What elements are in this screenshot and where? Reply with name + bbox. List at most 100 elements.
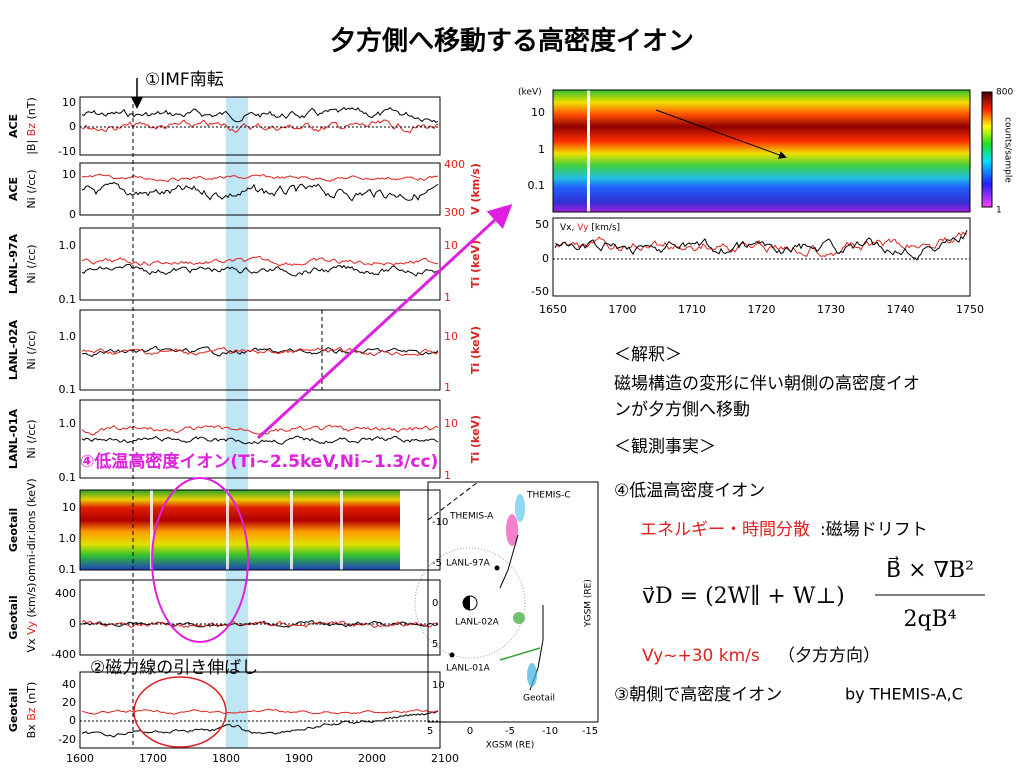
y-label-part: (nT) (25, 97, 38, 119)
y-tick-label: 1 (538, 143, 545, 156)
x-tick-label: 1700 (609, 303, 637, 316)
arrow (499, 647, 541, 661)
colorbar-label: 1 (996, 206, 1002, 216)
line: by THEMIS-A,C (845, 685, 963, 704)
right-plots: (keV) 10 1 0.1 800 1 counts/sample 50 0 -50 Vx, Vy… (518, 88, 1013, 317)
trace (81, 181, 439, 202)
spectrogram-gap (290, 490, 293, 570)
y-label-part: Bx (25, 724, 38, 739)
y-label: |B| Bz (nT) (25, 97, 38, 155)
y-label: Bx Bz (nT) (25, 682, 38, 739)
y-label-part: Bz (25, 123, 38, 137)
panel-frame (79, 309, 441, 391)
panel-label: Vx, Vy [km/s] (560, 223, 620, 233)
y-tick-label: -5 (432, 558, 442, 569)
frame (427, 481, 599, 723)
spectrogram-gap (340, 490, 343, 570)
instrument-label: LANL-02A (7, 319, 20, 380)
y-tick-label: 10 (62, 501, 76, 514)
annotation: ①IMF南転 (145, 70, 224, 90)
y-tick-label: -50 (531, 285, 549, 298)
y-tick-label: 0 (69, 208, 76, 221)
label-part: [km/s] (591, 223, 620, 233)
y2-tick-label: 10 (444, 417, 458, 430)
x-tick-label: 2100 (431, 752, 459, 765)
y-tick-label: 0 (432, 598, 438, 609)
label-part: Vx, (560, 223, 574, 233)
trace (81, 711, 439, 738)
y-label-part: (nT) (25, 682, 38, 704)
trace (81, 708, 439, 715)
y2-tick-label: 10 (444, 330, 458, 343)
instrument-label: Geotail (7, 688, 20, 732)
y-label-part: Vx (25, 638, 38, 653)
instrument-label: LANL-97A (7, 233, 20, 294)
y2-tick-label: 1 (444, 469, 451, 482)
y-tick-label: -10 (58, 145, 76, 158)
instrument-label: ACE (7, 114, 20, 138)
formula: v⃗D = (2W∥ + W⊥) (642, 584, 845, 609)
orbit-plot: THEMIS-C THEMIS-A LANL-97A LANL-02A LANL-01A… (414, 481, 599, 751)
y-label: Ni (/cc) (25, 169, 38, 208)
spectrogram (80, 490, 400, 570)
y-label-part: Bz (25, 707, 38, 721)
line: ンが夕方側へ移動 (614, 400, 750, 420)
title: 夕方側へ移動する高密度イオン (330, 26, 694, 57)
ellipse (151, 477, 249, 643)
themis-a-track (506, 514, 518, 546)
trace (82, 255, 438, 267)
panel-frame (79, 489, 441, 571)
panel-frame (79, 96, 441, 156)
y-tick-label: 0 (69, 120, 76, 133)
y2-label: Ti (keV) (469, 240, 482, 288)
line: エネルギー・時間分散 (640, 520, 810, 540)
y-tick-label: 0.1 (59, 563, 77, 576)
x-tick-label: 1710 (678, 303, 706, 316)
x-tick-label: 1740 (887, 303, 915, 316)
y-tick-label: 10 (62, 168, 76, 181)
orbit-label: LANL-97A (446, 559, 491, 569)
y2-label: V (km/s) (469, 163, 482, 215)
ellipse (133, 676, 227, 748)
y-tick-label: -20 (58, 733, 76, 746)
heading: ＜解釈＞ (614, 345, 682, 365)
x-tick-label: -10 (542, 726, 558, 737)
y-tick-label: 400 (55, 587, 76, 600)
y-label-part: Ni (25, 272, 38, 283)
x-tick-label: 1720 (748, 303, 776, 316)
y2-tick-label: 300 (444, 206, 465, 219)
spectrogram-gap (226, 490, 229, 570)
trace (81, 264, 439, 277)
instrument-label: LANL-01A (7, 408, 20, 469)
instrument-label: ACE (7, 177, 20, 201)
annotation: ②磁力線の引き伸ばし (90, 658, 258, 678)
y2-tick-label: 1 (444, 381, 451, 394)
y-label-part: Ni (25, 358, 38, 369)
x-tick-label: 2000 (358, 752, 386, 765)
y-label-part: (/cc) (25, 419, 38, 443)
y-tick-label: -400 (51, 648, 76, 661)
annotation: ④低温高密度イオン(Ti~2.5keV,Ni~1.3/cc) (80, 451, 438, 472)
orbit-label: LANL-02A (455, 618, 500, 628)
y-tick-label: 10 (62, 96, 76, 109)
earth-night (463, 596, 470, 610)
y-label: Ni (/cc) (25, 419, 38, 458)
data-gap (587, 90, 590, 212)
x-tick-label: -5 (505, 726, 515, 737)
arrow (256, 203, 513, 440)
trace (81, 119, 439, 134)
y-label-part: Vy (25, 621, 38, 635)
x-tick-label: 5 (427, 726, 433, 737)
y-tick-label: 40 (62, 678, 76, 691)
y-tick-label: 1.0 (59, 417, 77, 430)
y2-tick-label: 400 (444, 158, 465, 171)
panel-frame (79, 162, 441, 216)
lanl-97a (494, 565, 500, 571)
y-tick-label: 1.0 (59, 239, 77, 252)
arrow (655, 109, 787, 159)
x-tick-label: 1730 (817, 303, 845, 316)
x-tick-label: 1800 (212, 752, 240, 765)
line: :磁場ドリフト (820, 520, 928, 540)
y-tick-label: 10 (432, 680, 445, 691)
